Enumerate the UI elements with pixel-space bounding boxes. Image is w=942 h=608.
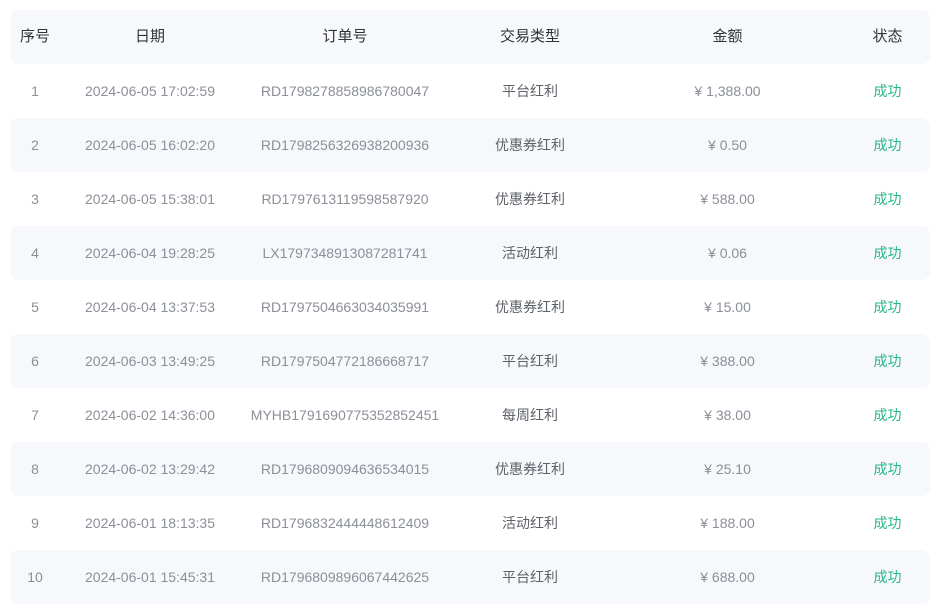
cell-date: 2024-06-02 13:29:42 [85, 460, 215, 477]
cell-status: 成功 [873, 568, 902, 585]
cell-order-no: RD1797504772186668717 [260, 352, 430, 369]
cell-status: 成功 [873, 352, 902, 369]
cell-amount: ¥ 15.00 [704, 298, 751, 315]
cell-date: 2024-06-05 17:02:59 [85, 82, 215, 99]
cell-date: 2024-06-05 16:02:20 [85, 136, 215, 153]
cell-date: 2024-06-04 13:37:53 [85, 298, 215, 315]
cell-date: 2024-06-05 15:38:01 [85, 190, 215, 207]
cell-index: 10 [27, 568, 43, 585]
cell-amount: ¥ 1,388.00 [694, 82, 761, 99]
cell-index: 9 [31, 514, 39, 531]
cell-type: 优惠券红利 [495, 136, 565, 153]
cell-amount: ¥ 38.00 [704, 406, 751, 423]
table-header-row: 序号 日期 订单号 交易类型 金额 状态 [10, 10, 930, 64]
cell-index: 4 [31, 244, 39, 261]
column-header-amount: 金额 [712, 28, 743, 45]
table-body: 1 2024-06-05 17:02:59 RD1798278858986780… [10, 64, 930, 604]
table-row: 7 2024-06-02 14:36:00 MYHB17916907753528… [10, 388, 930, 442]
cell-date: 2024-06-03 13:49:25 [85, 352, 215, 369]
cell-status: 成功 [873, 136, 902, 153]
cell-type: 每周红利 [502, 406, 558, 423]
table-row: 10 2024-06-01 15:45:31 RD179680989606744… [10, 550, 930, 604]
cell-status: 成功 [873, 406, 902, 423]
cell-type: 优惠券红利 [495, 460, 565, 477]
cell-amount: ¥ 688.00 [700, 568, 755, 585]
cell-type: 平台红利 [502, 352, 558, 369]
cell-order-no: LX1797348913087281741 [262, 244, 428, 261]
column-header-type: 交易类型 [499, 28, 560, 45]
cell-amount: ¥ 588.00 [700, 190, 755, 207]
cell-status: 成功 [873, 190, 902, 207]
cell-order-no: MYHB1791690775352852451 [250, 406, 440, 423]
table-row: 4 2024-06-04 19:28:25 LX1797348913087281… [10, 226, 930, 280]
cell-index: 6 [31, 352, 39, 369]
cell-type: 活动红利 [502, 244, 558, 261]
cell-order-no: RD1797613119598587920 [261, 190, 429, 207]
cell-index: 3 [31, 190, 39, 207]
column-header-order-no: 订单号 [322, 28, 368, 45]
cell-order-no: RD1796809094636534015 [260, 460, 430, 477]
cell-index: 1 [31, 82, 39, 99]
cell-type: 平台红利 [502, 568, 558, 585]
column-header-status: 状态 [872, 28, 903, 45]
column-header-index: 序号 [19, 28, 50, 45]
cell-date: 2024-06-02 14:36:00 [85, 406, 215, 423]
column-header-date: 日期 [134, 28, 165, 45]
cell-status: 成功 [873, 460, 902, 477]
table-row: 1 2024-06-05 17:02:59 RD1798278858986780… [10, 64, 930, 118]
cell-order-no: RD1798278858986780047 [260, 82, 430, 99]
cell-amount: ¥ 388.00 [700, 352, 755, 369]
cell-date: 2024-06-01 15:45:31 [85, 568, 215, 585]
cell-amount: ¥ 25.10 [704, 460, 751, 477]
cell-amount: ¥ 0.50 [708, 136, 747, 153]
cell-date: 2024-06-04 19:28:25 [85, 244, 215, 261]
cell-date: 2024-06-01 18:13:35 [85, 514, 215, 531]
table-row: 9 2024-06-01 18:13:35 RD1796832444448612… [10, 496, 930, 550]
cell-index: 2 [31, 136, 39, 153]
cell-type: 优惠券红利 [495, 298, 565, 315]
table-row: 5 2024-06-04 13:37:53 RD1797504663034035… [10, 280, 930, 334]
cell-status: 成功 [873, 82, 902, 99]
cell-order-no: RD1798256326938200936 [260, 136, 430, 153]
cell-type: 平台红利 [502, 82, 558, 99]
cell-status: 成功 [873, 298, 902, 315]
cell-status: 成功 [873, 514, 902, 531]
cell-type: 优惠券红利 [495, 190, 565, 207]
cell-order-no: RD1797504663034035991 [260, 298, 430, 315]
table-row: 2 2024-06-05 16:02:20 RD1798256326938200… [10, 118, 930, 172]
cell-index: 7 [31, 406, 39, 423]
cell-order-no: RD1796832444448612409 [260, 514, 430, 531]
cell-type: 活动红利 [502, 514, 558, 531]
cell-amount: ¥ 0.06 [708, 244, 747, 261]
cell-status: 成功 [873, 244, 902, 261]
cell-index: 8 [31, 460, 39, 477]
table-row: 3 2024-06-05 15:38:01 RD1797613119598587… [10, 172, 930, 226]
table-row: 6 2024-06-03 13:49:25 RD1797504772186668… [10, 334, 930, 388]
cell-index: 5 [31, 298, 39, 315]
bonus-records-table: 序号 日期 订单号 交易类型 金额 状态 1 2024-06-05 17:02:… [10, 10, 930, 604]
cell-order-no: RD1796809896067442625 [260, 568, 430, 585]
cell-amount: ¥ 188.00 [700, 514, 755, 531]
table-row: 8 2024-06-02 13:29:42 RD1796809094636534… [10, 442, 930, 496]
